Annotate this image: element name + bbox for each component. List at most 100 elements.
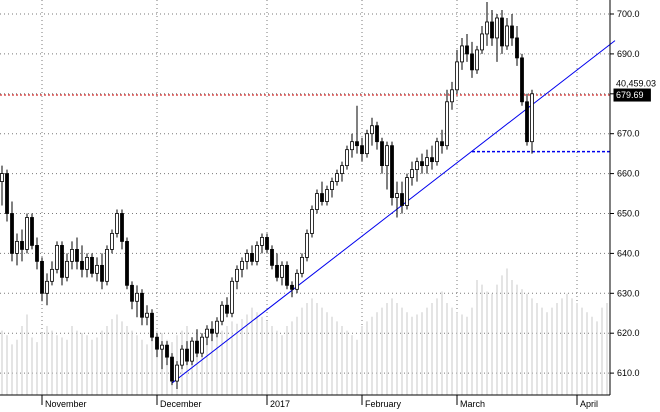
candle (10, 201, 14, 262)
candle (210, 321, 214, 342)
candle (465, 33, 469, 62)
candle-body (310, 209, 314, 234)
candle (380, 137, 384, 174)
candle-body (320, 193, 324, 202)
candle-body (270, 249, 274, 266)
candle (345, 145, 349, 170)
candle-body (355, 141, 359, 147)
candle (460, 37, 464, 70)
candle-body (420, 161, 424, 167)
candle-body (370, 125, 374, 135)
candle-body (390, 145, 394, 198)
candle (25, 213, 29, 254)
candle (365, 129, 369, 158)
candle (225, 297, 229, 318)
candle-body (305, 233, 309, 258)
candle (215, 317, 219, 338)
x-tick-label: November (45, 399, 87, 409)
candle-body (505, 25, 509, 47)
y-tick-label: 630.0 (617, 288, 640, 298)
candle (330, 177, 334, 198)
candle (335, 169, 339, 186)
overlay-lines (0, 40, 616, 384)
candle (310, 205, 314, 238)
candle (420, 153, 424, 174)
candle-body (100, 264, 104, 282)
candle (285, 261, 289, 290)
candle (315, 189, 319, 214)
y-tick-label: 620.0 (617, 328, 640, 338)
candle (30, 213, 34, 250)
candle-body (250, 252, 254, 262)
candle (180, 345, 184, 370)
candle-body (345, 149, 349, 167)
candle (410, 161, 414, 186)
candle-body (220, 304, 224, 322)
price-badges: 40,459.03 679.69 (613, 76, 660, 102)
candle (145, 305, 149, 326)
candle (0, 165, 4, 206)
time-axis: November December 2017 February March April (41, 395, 598, 409)
volume-bars (1, 268, 608, 395)
candle (530, 89, 534, 154)
candle-body (65, 260, 69, 278)
candle-body (335, 173, 339, 182)
candle (55, 241, 59, 274)
candle (35, 237, 39, 270)
candle-body (155, 336, 159, 350)
candle-body (275, 264, 279, 278)
candle (370, 117, 374, 146)
candle-body (145, 312, 149, 318)
x-tick-label: December (160, 399, 202, 409)
candle-body (165, 344, 169, 358)
candle-body (195, 340, 199, 354)
price-badge (613, 88, 651, 102)
candle (110, 229, 114, 254)
candle-body (530, 93, 534, 143)
candle-body (140, 292, 144, 318)
candle (255, 241, 259, 266)
candle-body (25, 217, 29, 250)
candle-body (50, 268, 54, 282)
candle (290, 281, 294, 298)
candle (415, 157, 419, 182)
candle-body (70, 249, 74, 262)
candle (325, 185, 329, 206)
candle (90, 253, 94, 278)
candle-body (125, 241, 129, 286)
candle (20, 229, 24, 262)
candle-body (375, 125, 379, 143)
candle-body (525, 101, 529, 143)
candle (80, 245, 84, 278)
price-badge-label: 40,459.03 (616, 78, 656, 88)
candle (505, 17, 509, 50)
candle-body (460, 45, 464, 63)
candle-body (10, 213, 14, 254)
candle-body (455, 61, 459, 91)
candle (385, 141, 389, 190)
candle-body (520, 57, 524, 103)
candle-body (35, 245, 39, 262)
price-badge-label: 679.69 (616, 90, 644, 100)
candle (170, 353, 174, 386)
candle-body (510, 25, 514, 39)
candle-body (130, 284, 134, 302)
candle-body (245, 252, 249, 262)
candle (375, 121, 379, 150)
candle (480, 25, 484, 54)
candle (390, 141, 394, 206)
candle-body (440, 141, 444, 147)
candle-body (75, 249, 79, 262)
candle-body (170, 356, 174, 382)
candle (125, 237, 129, 290)
candle (440, 129, 444, 154)
candle (260, 233, 264, 254)
candle-body (225, 304, 229, 314)
candle-body (110, 233, 114, 250)
candle-body (285, 264, 289, 286)
candle (430, 145, 434, 170)
candle-body (85, 256, 89, 270)
candle-body (325, 189, 329, 202)
x-tick-label: 2017 (270, 399, 290, 409)
candle (510, 14, 514, 46)
